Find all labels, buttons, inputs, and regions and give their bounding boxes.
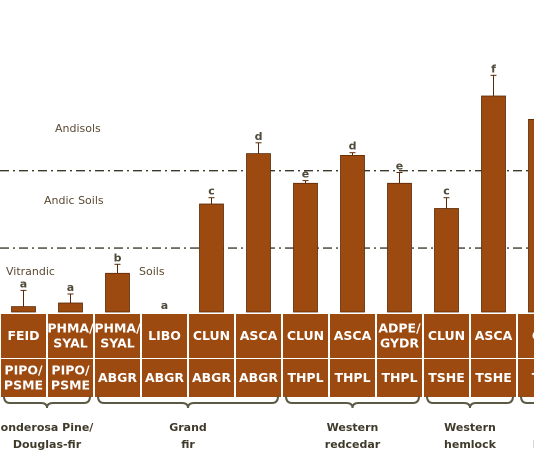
series-label-3: ABGR — [145, 370, 184, 385]
habitat-label-0: FEID — [7, 328, 39, 343]
group-label-4: Mhe — [533, 421, 534, 451]
habitat-cell-5 — [236, 314, 281, 358]
bar-8 — [387, 182, 412, 313]
bar-layer: a a b a c d e d e c f — [11, 62, 534, 313]
series-label-11: TS — [532, 370, 534, 385]
habitat-cell-4 — [189, 314, 234, 358]
significance-letter-3: a — [161, 299, 168, 312]
habitat-cell-6 — [283, 314, 328, 358]
habitat-label-2: PHMA/SYAL — [94, 321, 141, 351]
habitat-label-7: ASCA — [334, 328, 372, 343]
zone-label-soils: Soils — [139, 265, 165, 278]
series-label-10: TSHE — [475, 370, 512, 385]
bar-9 — [434, 208, 459, 313]
series-cell-10 — [471, 359, 516, 397]
habitat-label-11: CL — [532, 328, 534, 343]
series-label-6: THPL — [287, 370, 323, 385]
group-label-0: onderosa Pine/Douglas-fir — [1, 421, 95, 451]
significance-letter-0: a — [20, 277, 27, 290]
series-cell-6 — [283, 359, 328, 397]
bar-2 — [105, 272, 130, 313]
habitat-label-6: CLUN — [287, 328, 324, 343]
group-bracket-3 — [426, 395, 514, 409]
group-label-3: Western hemlock — [444, 421, 497, 451]
cell-layer: FEIDPIPO/PSMEPHMA/SYALPIPO/PSMEPHMA/SYAL… — [1, 314, 534, 397]
series-label-7: THPL — [334, 370, 370, 385]
bar-5 — [246, 153, 271, 313]
habitat-cell-7 — [330, 314, 375, 358]
habitat-label-5: ASCA — [240, 328, 278, 343]
series-label-9: TSHE — [428, 370, 465, 385]
series-label-8: THPL — [381, 370, 417, 385]
significance-letter-5: d — [255, 130, 263, 143]
bar-1 — [58, 302, 83, 313]
group-layer: onderosa Pine/Douglas-fir Grand fir Western… — [1, 395, 534, 451]
group-bracket-2 — [285, 395, 420, 409]
series-cell-1 — [48, 359, 93, 397]
habitat-label-10: ASCA — [475, 328, 513, 343]
habitat-cell-0 — [1, 314, 46, 358]
bar-11 — [528, 119, 534, 313]
bar-4 — [199, 203, 224, 313]
significance-letter-9: c — [443, 185, 450, 198]
habitat-label-1: PHMA/SYAL — [47, 321, 94, 351]
series-cell-0 — [1, 359, 46, 397]
series-label-4: ABGR — [192, 370, 231, 385]
bar-10 — [481, 95, 506, 313]
habitat-cell-3 — [142, 314, 187, 358]
habitat-cell-9 — [424, 314, 469, 358]
series-cell-8 — [377, 359, 422, 397]
series-cell-11 — [518, 359, 534, 397]
group-bracket-4 — [520, 395, 534, 404]
habitat-cell-10 — [471, 314, 516, 358]
significance-letter-7: d — [349, 140, 357, 153]
series-cell-3 — [142, 359, 187, 397]
significance-letter-4: c — [208, 185, 215, 198]
significance-letter-1: a — [67, 281, 74, 294]
zone-label-andic-soils: Andic Soils — [44, 194, 104, 207]
habitat-cell-1 — [48, 314, 93, 358]
bar-6 — [293, 182, 318, 313]
zone-layer: Andisols Andic Soils Vitrandic Soils — [6, 122, 165, 278]
zone-label-vitrandic: Vitrandic — [6, 265, 55, 278]
bar-0 — [11, 306, 36, 313]
habitat-label-3: LIBO — [148, 328, 181, 343]
series-label-5: ABGR — [239, 370, 278, 385]
group-bracket-1 — [97, 395, 279, 409]
group-bracket-0 — [3, 395, 91, 409]
series-label-0: PIPO/PSME — [4, 363, 43, 393]
habitat-cell-11 — [518, 314, 534, 358]
group-label-2: Western redcedar — [325, 421, 381, 451]
series-cell-5 — [236, 359, 281, 397]
significance-letter-8: e — [396, 160, 403, 173]
habitat-cell-8 — [377, 314, 422, 358]
significance-letter-10: f — [491, 62, 496, 75]
series-cell-9 — [424, 359, 469, 397]
series-cell-4 — [189, 359, 234, 397]
significance-letter-2: b — [114, 251, 122, 264]
significance-letter-6: e — [302, 168, 309, 181]
series-cell-2 — [95, 359, 140, 397]
series-label-1: PIPO/PSME — [51, 363, 90, 393]
habitat-label-8: ADPE/GYDR — [378, 321, 421, 351]
habitat-cell-2 — [95, 314, 140, 358]
group-label-1: Grand fir — [169, 421, 207, 451]
bar-7 — [340, 154, 365, 313]
series-cell-7 — [330, 359, 375, 397]
habitat-label-9: CLUN — [428, 328, 465, 343]
series-label-2: ABGR — [98, 370, 137, 385]
zone-label-andisols: Andisols — [55, 122, 101, 135]
habitat-label-4: CLUN — [193, 328, 230, 343]
